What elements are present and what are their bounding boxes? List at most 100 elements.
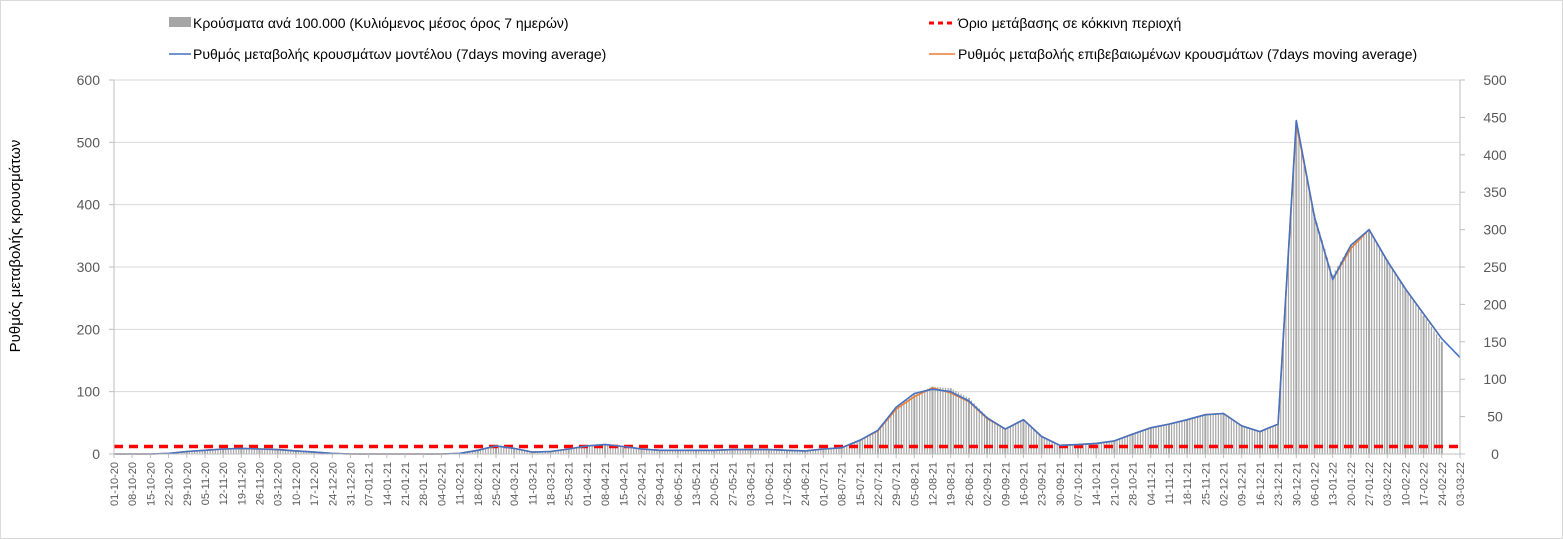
- bar: [885, 420, 887, 454]
- bar: [214, 449, 216, 454]
- bar: [1272, 426, 1274, 454]
- x-tick-label: 02-09-21: [982, 462, 994, 506]
- y-tick-label-right: 400: [1483, 147, 1507, 163]
- bar: [1191, 418, 1193, 454]
- bar: [981, 411, 983, 454]
- bar: [599, 444, 601, 454]
- bar: [1324, 248, 1326, 454]
- bar: [1280, 380, 1282, 454]
- bar: [1412, 300, 1414, 454]
- bar: [1391, 268, 1394, 454]
- bar: [807, 450, 809, 454]
- bar: [872, 433, 874, 454]
- bar: [212, 449, 214, 454]
- bar: [614, 445, 617, 454]
- bar: [916, 393, 918, 454]
- y-tick-label-left: 600: [77, 72, 101, 88]
- x-tick-label: 11-11-21: [1164, 462, 1176, 504]
- bar: [1173, 423, 1175, 454]
- bar: [1256, 430, 1258, 454]
- bar: [967, 397, 970, 454]
- bar: [1030, 427, 1032, 454]
- x-tick-label: 23-12-21: [1273, 462, 1285, 506]
- x-tick-label: 24-02-22: [1437, 462, 1449, 506]
- bar: [542, 452, 544, 454]
- y-tick-label-left: 200: [77, 321, 101, 337]
- bar: [1298, 134, 1300, 455]
- bar: [1181, 421, 1183, 454]
- x-tick-label: 26-11-20: [255, 462, 267, 505]
- bar: [1368, 229, 1371, 454]
- bar: [1258, 431, 1261, 454]
- bar: [851, 443, 853, 454]
- bar: [1020, 421, 1022, 454]
- y-tick-label-right: 500: [1483, 72, 1507, 88]
- bar: [1149, 427, 1152, 454]
- bar: [1155, 426, 1157, 454]
- bar: [178, 452, 180, 454]
- bar: [557, 450, 559, 454]
- bar: [256, 448, 258, 454]
- bar: [505, 446, 507, 454]
- x-tick-label: 15-07-21: [855, 462, 867, 506]
- bar: [760, 449, 762, 454]
- bar: [708, 450, 710, 454]
- bar: [934, 386, 936, 454]
- bar: [1054, 443, 1056, 454]
- bar: [180, 452, 183, 454]
- y-tick-label-right: 100: [1483, 371, 1507, 387]
- x-tick-label: 21-01-21: [400, 462, 412, 506]
- bar: [1202, 415, 1204, 454]
- legend: Κρούσματα ανά 100.000 (Κυλιόμενος μέσος …: [169, 15, 1417, 62]
- bar: [944, 387, 947, 454]
- bar: [976, 405, 978, 454]
- legend-swatch-bars: [169, 17, 191, 27]
- bar: [661, 450, 663, 454]
- bar: [1438, 338, 1440, 454]
- bar: [905, 399, 908, 454]
- bar: [1306, 174, 1308, 454]
- bar: [1222, 413, 1225, 454]
- bar: [986, 416, 989, 454]
- bar: [469, 451, 471, 454]
- bar: [763, 449, 765, 454]
- bar: [820, 449, 822, 454]
- bar: [1274, 425, 1277, 454]
- bar: [1064, 445, 1066, 454]
- x-tick-label: 11-03-21: [527, 462, 539, 505]
- bar: [539, 452, 541, 454]
- bar: [1082, 444, 1084, 454]
- legend-item-model: Ρυθμός μεταβολής κρουσμάτων μοντέλου (7d…: [169, 46, 606, 62]
- bar: [1152, 427, 1154, 454]
- bar: [1345, 253, 1347, 454]
- x-tick-label: 16-12-21: [1255, 462, 1267, 506]
- bar: [949, 388, 952, 454]
- bar: [1331, 274, 1334, 454]
- x-tick-label: 07-01-21: [364, 462, 376, 506]
- bar: [1264, 429, 1266, 454]
- legend-label-bars: Κρούσματα ανά 100.000 (Κυλιόμενος μέσος …: [193, 15, 569, 31]
- bar: [786, 450, 788, 454]
- bar: [729, 449, 731, 454]
- x-tick-label: 13-01-22: [1328, 462, 1340, 506]
- bar: [1207, 414, 1209, 454]
- bar: [765, 449, 767, 454]
- bar: [1230, 418, 1232, 454]
- bar: [269, 449, 271, 454]
- bar: [1002, 427, 1004, 454]
- y-tick-label-left: 500: [77, 134, 101, 150]
- bar: [653, 449, 656, 454]
- bar: [479, 449, 481, 454]
- legend-item-bars: Κρούσματα ανά 100.000 (Κυλιόμενος μέσος …: [169, 15, 569, 31]
- bar: [783, 450, 786, 454]
- y-tick-label-right: 50: [1487, 409, 1503, 425]
- bar: [1215, 414, 1217, 454]
- bar: [560, 450, 562, 454]
- x-tick-label: 05-08-21: [909, 462, 921, 506]
- bar: [1349, 244, 1352, 454]
- bar: [703, 450, 705, 454]
- bar: [1204, 415, 1207, 454]
- x-tick-label: 04-11-21: [1146, 462, 1158, 505]
- bar: [1376, 242, 1378, 454]
- bar: [978, 408, 980, 454]
